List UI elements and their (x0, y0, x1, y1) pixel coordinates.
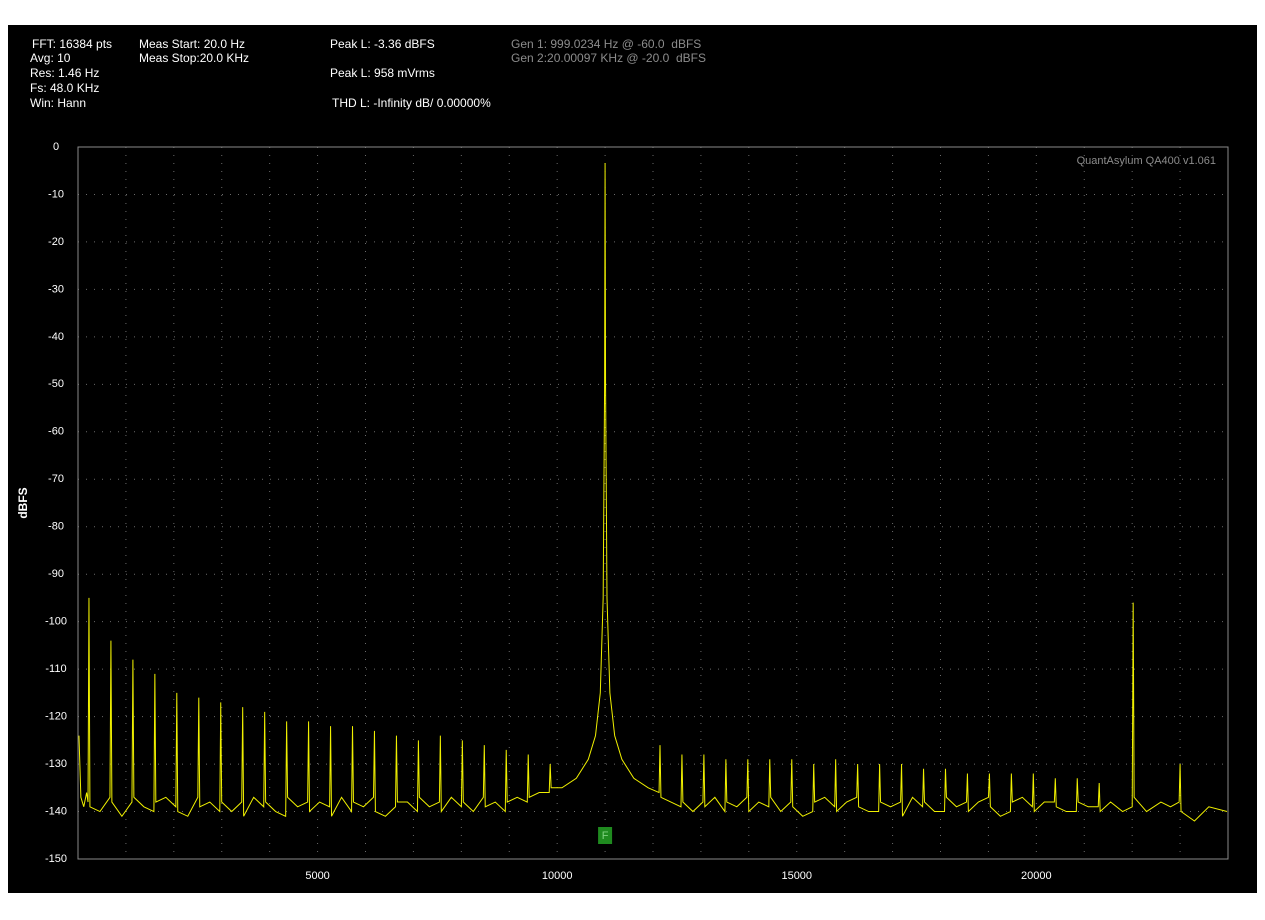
marker-label: F (602, 830, 609, 842)
y-tick-label: -90 (48, 568, 64, 580)
y-axis-label: dBFS (16, 487, 30, 518)
y-tick-label: -70 (48, 473, 64, 485)
panel (8, 25, 1257, 893)
spectrum-line (78, 162, 1228, 822)
y-tick-label: -30 (48, 283, 64, 295)
info-text: Win: Hann (30, 96, 86, 110)
info-text: Avg: 10 (30, 51, 71, 65)
y-tick-label: -40 (48, 331, 64, 343)
y-tick-label: -50 (48, 378, 64, 390)
x-tick-label: 20000 (1021, 870, 1052, 882)
watermark: QuantAsylum QA400 v1.061 (1077, 155, 1216, 167)
info-text: Res: 1.46 Hz (30, 66, 99, 80)
info-text: THD L: -Infinity dB/ 0.00000% (332, 96, 491, 110)
info-text: Fs: 48.0 KHz (30, 81, 99, 95)
info-text: Meas Start: 20.0 Hz (139, 37, 245, 51)
y-tick-label: -20 (48, 236, 64, 248)
y-tick-label: -60 (48, 426, 64, 438)
plot-frame (77, 146, 1229, 860)
x-tick-label: 15000 (781, 870, 812, 882)
y-tick-label: -140 (45, 805, 67, 817)
y-tick-label: 0 (53, 141, 59, 153)
y-tick-label: -100 (45, 616, 67, 628)
info-text: Peak L: 958 mVrms (330, 66, 435, 80)
generator-text: Gen 2:20.00097 KHz @ -20.0 dBFS (511, 51, 706, 65)
x-tick-label: 10000 (542, 870, 573, 882)
generator-text: Gen 1: 999.0234 Hz @ -60.0 dBFS (511, 37, 701, 51)
y-tick-label: -130 (45, 758, 67, 770)
y-tick-label: -10 (48, 188, 64, 200)
y-tick-label: -110 (45, 663, 66, 675)
y-tick-label: -150 (45, 853, 67, 865)
info-text: Meas Stop:20.0 KHz (139, 51, 249, 65)
info-text: Peak L: -3.36 dBFS (330, 37, 435, 51)
y-tick-label: -80 (48, 521, 64, 533)
y-tick-label: -120 (45, 711, 67, 723)
info-text: FFT: 16384 pts (32, 37, 112, 51)
marker-box (598, 827, 613, 844)
x-tick-label: 5000 (305, 870, 329, 882)
